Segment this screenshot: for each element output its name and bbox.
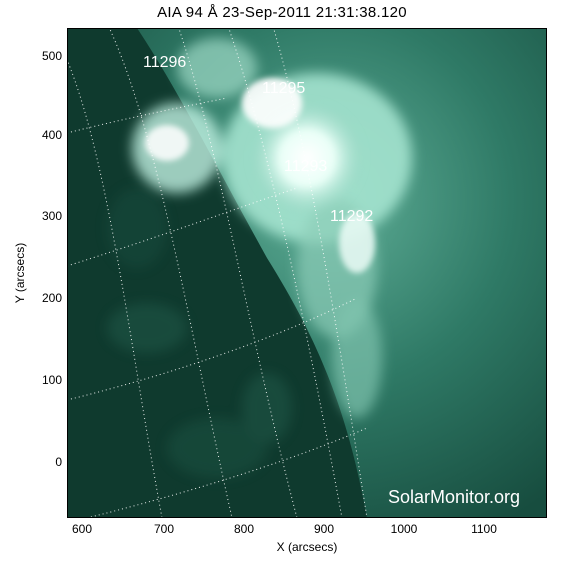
flare-core (145, 78, 375, 273)
solar-image (67, 28, 547, 518)
solar-image-canvas (67, 28, 547, 518)
active-region-label-11292: 11292 (330, 208, 374, 225)
y-tick-500: 500 (41, 49, 62, 63)
x-tick-800: 800 (233, 522, 255, 536)
x-tick-600: 600 (71, 522, 93, 536)
x-tick-1000: 1000 (390, 522, 418, 536)
y-axis-label: Y (arcsecs) (13, 242, 27, 304)
x-axis-label: X (arcsecs) (276, 540, 338, 554)
x-tick-1100: 1100 (471, 522, 497, 536)
x-tick-700: 700 (153, 522, 175, 536)
y-tick-0: 0 (55, 455, 62, 469)
active-region-label-11295: 11295 (262, 80, 306, 97)
y-tick-300: 300 (41, 209, 62, 223)
y-tick-100: 100 (41, 373, 62, 387)
coordinate-grid (67, 28, 368, 518)
active-region-label-11296: 11296 (143, 54, 187, 71)
image-title: AIA 94 Å 23-Sep-2011 21:31:38.120 (157, 4, 407, 21)
y-tick-400: 400 (41, 128, 62, 142)
y-tick-200: 200 (41, 291, 62, 305)
active-region-label-11293: 11293 (284, 158, 328, 175)
x-tick-900: 900 (313, 522, 335, 536)
watermark: SolarMonitor.org (388, 487, 521, 507)
disk-texture (107, 188, 292, 478)
